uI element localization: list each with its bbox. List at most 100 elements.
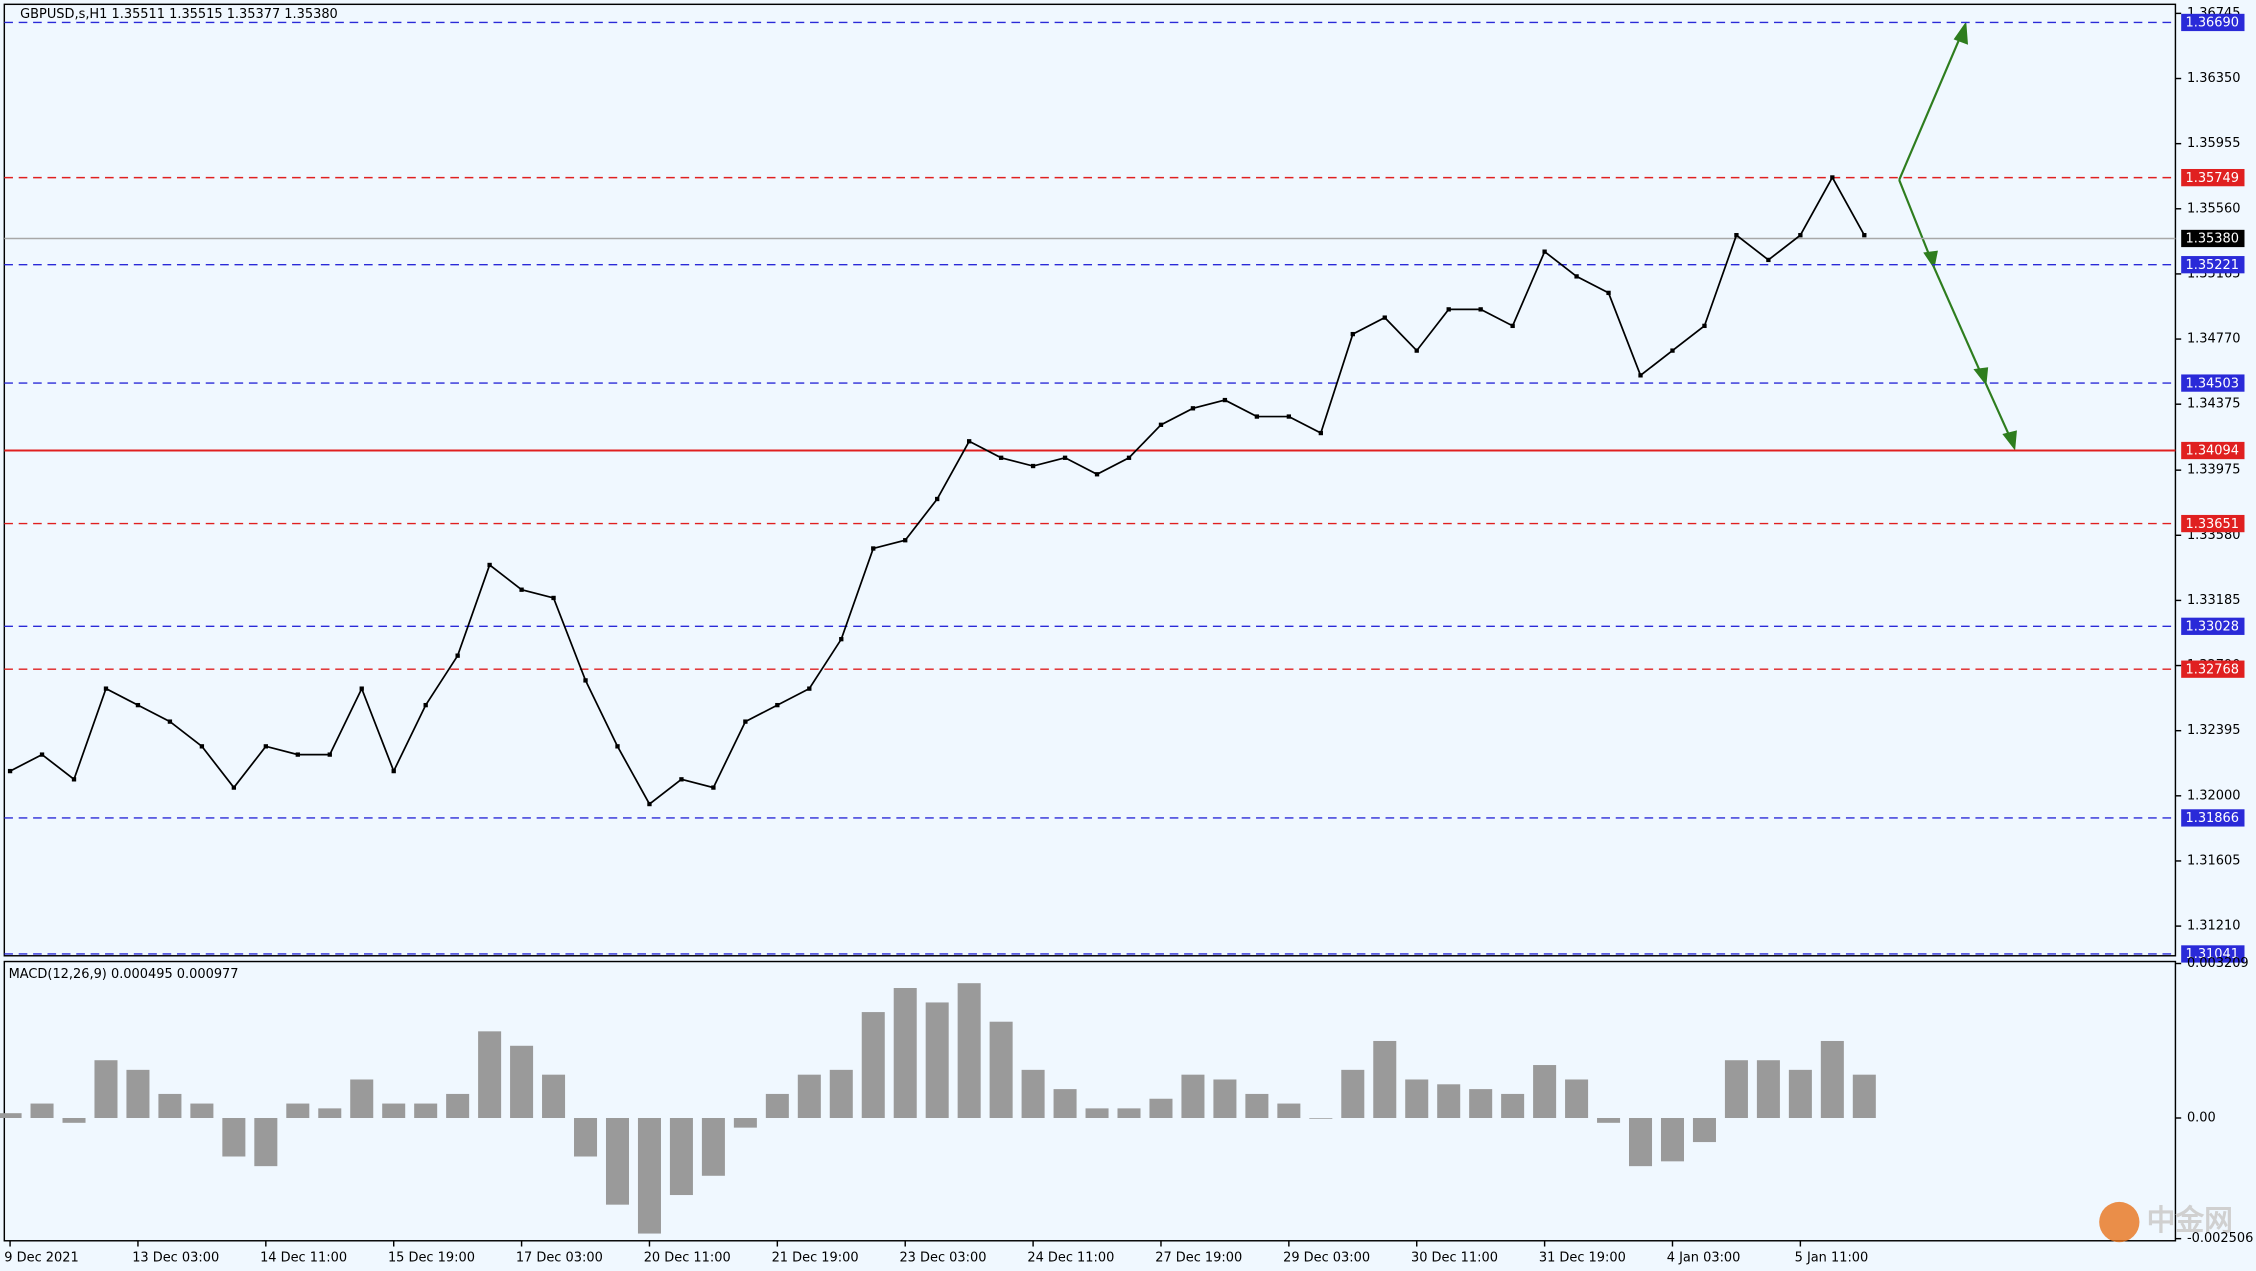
macd-bar bbox=[126, 1069, 150, 1119]
y-tick-label: 0.003209 bbox=[2187, 956, 2249, 971]
y-tick-label: 1.34375 bbox=[2187, 397, 2240, 412]
price-point bbox=[1798, 233, 1803, 238]
price-point bbox=[39, 752, 45, 757]
price-point bbox=[998, 455, 1004, 460]
y-tick-label: 1.32395 bbox=[2187, 723, 2240, 738]
level-label-box bbox=[2181, 229, 2245, 248]
price-point bbox=[7, 768, 13, 774]
price-point bbox=[1542, 249, 1547, 254]
macd-bar bbox=[1565, 1079, 1589, 1119]
macd-bar bbox=[542, 1074, 566, 1119]
level-label: 1.35221 bbox=[2186, 258, 2239, 273]
level-label: 1.32768 bbox=[2186, 662, 2239, 677]
macd-frame bbox=[3, 960, 2177, 1242]
level-label-box bbox=[2181, 945, 2245, 963]
macd-bar bbox=[190, 1103, 214, 1119]
price-point bbox=[455, 653, 460, 658]
macd-bar bbox=[1724, 1060, 1748, 1119]
macd-title: MACD(12,26,9) 0.000495 0.000977 bbox=[9, 967, 239, 982]
macd-bar bbox=[478, 1031, 502, 1119]
price-point bbox=[1414, 348, 1419, 353]
level-label: 1.34503 bbox=[2186, 376, 2239, 391]
price-point bbox=[967, 439, 972, 444]
price-point bbox=[359, 686, 364, 691]
price-point bbox=[1734, 233, 1739, 238]
macd-bar bbox=[382, 1103, 406, 1119]
macd-bar bbox=[701, 1118, 725, 1176]
macd-bar bbox=[605, 1118, 630, 1205]
price-point bbox=[1446, 307, 1451, 312]
x-tick-label: 9 Dec 2021 bbox=[4, 1251, 78, 1266]
price-point bbox=[1670, 348, 1675, 353]
price-point bbox=[135, 702, 141, 708]
price-point bbox=[1862, 233, 1867, 238]
price-point bbox=[167, 719, 173, 724]
price-point bbox=[199, 744, 205, 749]
price-point bbox=[839, 637, 844, 642]
macd-bar bbox=[829, 1069, 853, 1119]
macd-bar bbox=[350, 1079, 374, 1119]
macd-bar bbox=[669, 1118, 693, 1196]
macd-bar bbox=[797, 1074, 821, 1119]
y-tick-label: 1.33975 bbox=[2187, 463, 2240, 478]
macd-bar bbox=[62, 1118, 86, 1123]
price-point bbox=[1350, 331, 1355, 337]
price-point bbox=[679, 777, 684, 782]
macd-bar bbox=[414, 1103, 438, 1119]
price-point bbox=[1318, 430, 1323, 436]
x-tick-label: 24 Dec 11:00 bbox=[1027, 1251, 1114, 1266]
macd-bar bbox=[1501, 1093, 1525, 1119]
x-tick-label: 30 Dec 11:00 bbox=[1411, 1251, 1498, 1266]
macd-bar bbox=[30, 1103, 54, 1119]
arrow-head bbox=[2002, 430, 2017, 451]
price-point bbox=[1222, 397, 1228, 403]
macd-bar bbox=[254, 1118, 278, 1167]
x-tick-label: 5 Jan 11:00 bbox=[1795, 1251, 1869, 1266]
macd-bar bbox=[158, 1093, 182, 1119]
macd-bar bbox=[1213, 1079, 1237, 1119]
arrow-head bbox=[1973, 367, 1989, 386]
y-tick-label: 1.34770 bbox=[2187, 332, 2240, 347]
y-tick-label: 1.35955 bbox=[2187, 136, 2240, 151]
price-point bbox=[71, 777, 77, 782]
level-label-box bbox=[2181, 374, 2245, 392]
macd-bar bbox=[1085, 1108, 1109, 1119]
price-point bbox=[1286, 414, 1292, 419]
macd-bar bbox=[861, 1012, 885, 1119]
macd-bar bbox=[510, 1045, 534, 1119]
macd-bar bbox=[1021, 1069, 1045, 1119]
price-point bbox=[1382, 315, 1387, 320]
price-point bbox=[1830, 175, 1835, 180]
macd-bar bbox=[893, 988, 917, 1119]
macd-bar bbox=[637, 1118, 661, 1234]
macd-bar bbox=[1820, 1040, 1844, 1119]
macd-bar bbox=[733, 1118, 757, 1128]
x-tick-label: 31 Dec 19:00 bbox=[1539, 1251, 1626, 1266]
level-label: 1.33651 bbox=[2186, 517, 2239, 532]
level-label: 1.35380 bbox=[2186, 232, 2239, 247]
macd-bar bbox=[1181, 1074, 1205, 1119]
macd-bar bbox=[1533, 1065, 1557, 1119]
x-tick-label: 23 Dec 03:00 bbox=[899, 1251, 986, 1266]
level-label-box bbox=[2181, 256, 2245, 274]
price-point bbox=[871, 546, 876, 551]
price-point bbox=[775, 702, 780, 708]
price-point bbox=[1766, 257, 1771, 263]
price-point bbox=[295, 752, 300, 757]
price-point bbox=[903, 538, 908, 543]
price-point bbox=[487, 562, 492, 568]
arrow-down bbox=[1898, 179, 1932, 260]
macd-bar bbox=[1117, 1108, 1141, 1119]
level-label: 1.36690 bbox=[2186, 16, 2239, 31]
x-tick-label: 4 Jan 03:00 bbox=[1667, 1251, 1741, 1266]
level-label-box bbox=[2181, 809, 2245, 827]
arrow-up bbox=[1898, 31, 1964, 181]
x-tick-label: 29 Dec 03:00 bbox=[1283, 1251, 1370, 1266]
macd-bar bbox=[1660, 1118, 1685, 1162]
macd-bar bbox=[1053, 1089, 1077, 1119]
macd-bar bbox=[1245, 1093, 1269, 1119]
macd-bar bbox=[1277, 1103, 1301, 1119]
price-point bbox=[1158, 422, 1164, 427]
price-point bbox=[1094, 472, 1100, 477]
